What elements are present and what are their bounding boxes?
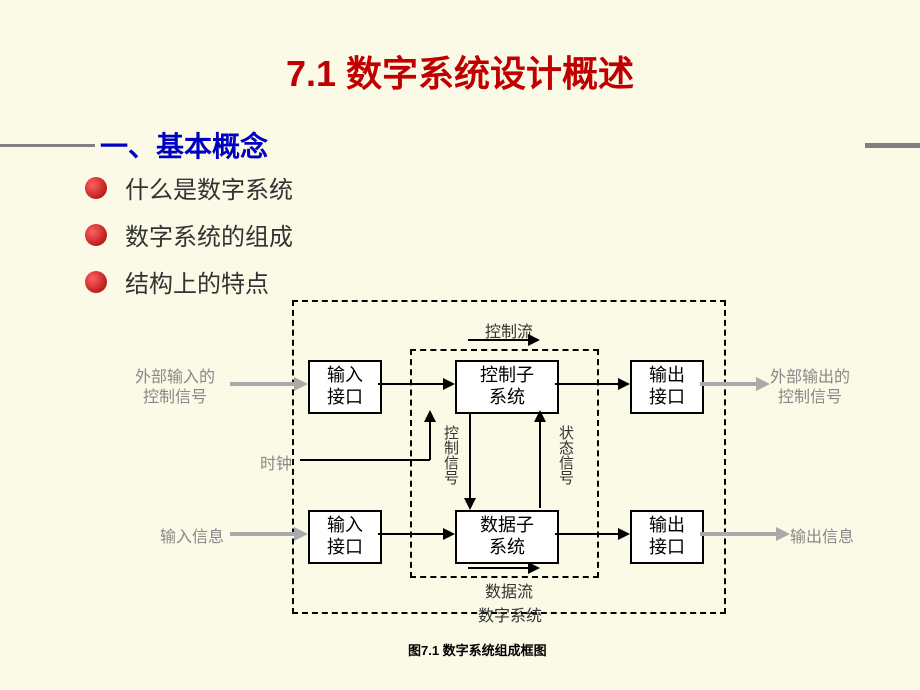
- box-out_top: 输出接口: [630, 360, 704, 414]
- bullet-list: 什么是数字系统 数字系统的组成 结构上的特点: [85, 170, 293, 311]
- v-arrow-line: [469, 412, 471, 500]
- black-arrow-head: [618, 528, 630, 540]
- label-in_info: 输入信息: [160, 528, 224, 548]
- bullet-icon: [85, 177, 107, 199]
- diagram-caption: 图7.1 数字系统组成框图: [408, 640, 547, 659]
- black-arrow-line: [555, 533, 620, 535]
- gray-arrow-line: [230, 532, 296, 536]
- v-arrow-head: [464, 498, 476, 510]
- section-header: 一、基本概念: [0, 125, 920, 165]
- black-arrow-line: [378, 533, 445, 535]
- clock-arrow-head: [424, 410, 436, 422]
- bullet-icon: [85, 271, 107, 293]
- bullet-text: 数字系统的组成: [125, 217, 293, 252]
- section-title: 一、基本概念: [100, 125, 268, 165]
- gray-arrow-line: [230, 382, 296, 386]
- label-ext_in_ctrl: 外部输入的控制信号: [135, 368, 215, 408]
- divider-left: [0, 144, 95, 147]
- gray-arrow-head: [776, 527, 790, 541]
- list-item: 什么是数字系统: [85, 170, 293, 205]
- label-sys_label: 数字系统: [478, 602, 542, 626]
- bullet-text: 结构上的特点: [125, 264, 269, 299]
- vlabel-ctrl_sig: 控制信号: [440, 425, 461, 485]
- black-arrow-head: [443, 378, 455, 390]
- black-arrow-line: [468, 339, 530, 341]
- label-out_info: 输出信息: [790, 528, 854, 548]
- gray-arrow-line: [700, 382, 758, 386]
- box-in_top: 输入接口: [308, 360, 382, 414]
- gray-arrow-head: [294, 377, 308, 391]
- black-arrow-line: [555, 383, 620, 385]
- label-data_flow: 数据流: [485, 578, 533, 602]
- black-arrow-head: [618, 378, 630, 390]
- label-clock: 时钟: [260, 455, 292, 475]
- vlabel-state_sig: 状态信号: [555, 425, 576, 485]
- box-in_bot: 输入接口: [308, 510, 382, 564]
- bullet-text: 什么是数字系统: [125, 170, 293, 205]
- list-item: 结构上的特点: [85, 264, 293, 299]
- box-out_bot: 输出接口: [630, 510, 704, 564]
- page-title: 7.1 数字系统设计概述: [0, 0, 920, 97]
- system-diagram: 输入接口控制子系统输出接口输入接口数据子系统输出接口外部输入的控制信号外部输出的…: [0, 300, 920, 650]
- box-data: 数据子系统: [455, 510, 559, 564]
- black-arrow-head: [528, 334, 540, 346]
- v-arrow-line: [539, 420, 541, 508]
- divider-right: [865, 143, 920, 148]
- box-ctrl: 控制子系统: [455, 360, 559, 414]
- bullet-icon: [85, 224, 107, 246]
- gray-arrow-line: [700, 532, 778, 536]
- gray-arrow-head: [756, 377, 770, 391]
- gray-arrow-head: [294, 527, 308, 541]
- black-arrow-line: [378, 383, 445, 385]
- black-arrow-head: [528, 562, 540, 574]
- v-arrow-head: [534, 410, 546, 422]
- black-arrow-head: [443, 528, 455, 540]
- black-arrow-line: [468, 567, 530, 569]
- list-item: 数字系统的组成: [85, 217, 293, 252]
- label-ext_out_ctrl: 外部输出的控制信号: [770, 368, 850, 408]
- clock-arrow-h: [300, 459, 430, 461]
